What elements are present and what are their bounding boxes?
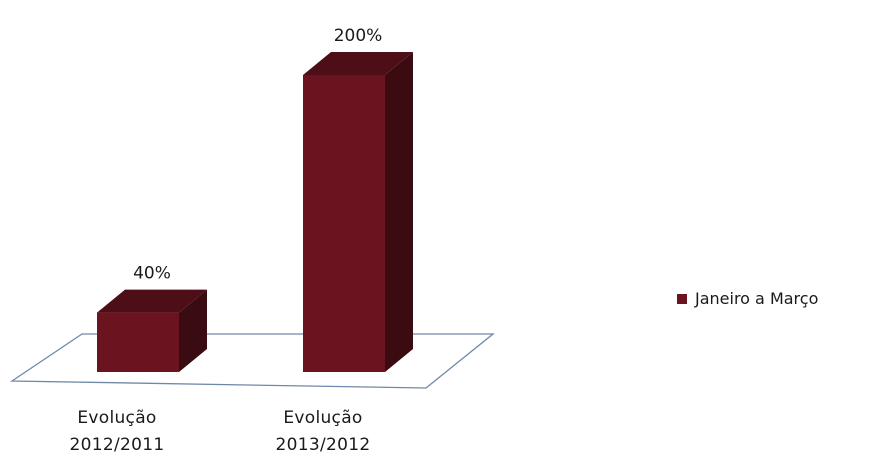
bar-1	[97, 289, 207, 372]
category-labels-group: Evolução 2012/2011 Evolução 2013/2012	[70, 408, 371, 455]
bar-top-face	[303, 52, 413, 75]
bar-side-face	[179, 289, 207, 372]
legend-label: Janeiro a Março	[694, 289, 818, 308]
legend: Janeiro a Março	[677, 289, 818, 308]
bar-front-face	[97, 312, 179, 372]
bar-top-face	[97, 289, 207, 313]
data-labels-group: 40% 200%	[133, 26, 382, 284]
data-label-1: 40%	[133, 264, 171, 284]
bars-group	[97, 52, 413, 372]
legend-swatch	[677, 294, 687, 304]
bar-2	[303, 52, 413, 372]
chart-floor	[9, 333, 495, 389]
data-label-2: 200%	[334, 26, 383, 46]
category-label-1: Evolução 2012/2011	[70, 408, 165, 455]
bar-front-face	[303, 75, 385, 372]
category-label-2: Evolução 2013/2012	[276, 408, 371, 455]
bar-side-face	[385, 52, 413, 372]
